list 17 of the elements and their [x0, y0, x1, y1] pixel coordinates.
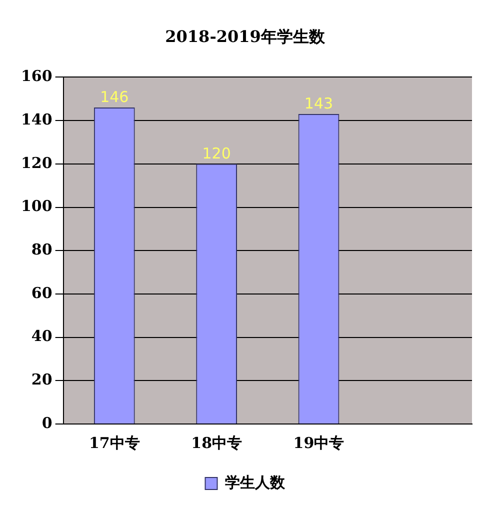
legend-label: 学生人数	[224, 473, 286, 492]
y-tick-label: 100	[21, 197, 52, 216]
y-tick-label: 120	[21, 154, 52, 172]
x-tick-label: 18中专	[191, 434, 242, 452]
data-label: 143	[304, 94, 334, 112]
x-tick-label: 17中专	[88, 434, 140, 452]
x-tick-label: 19中专	[293, 434, 344, 452]
y-tick-label: 80	[31, 240, 52, 258]
y-tick-label: 40	[31, 327, 52, 346]
chart-title: 2018-2019年学生数	[165, 26, 326, 46]
data-label: 120	[202, 144, 231, 162]
y-tick-label: 160	[21, 67, 52, 86]
y-tick-label: 0	[42, 414, 52, 432]
y-tick-label: 20	[31, 370, 52, 389]
data-label: 146	[100, 88, 129, 106]
y-tick-label: 140	[21, 110, 52, 128]
y-tick-label: 60	[31, 284, 52, 302]
